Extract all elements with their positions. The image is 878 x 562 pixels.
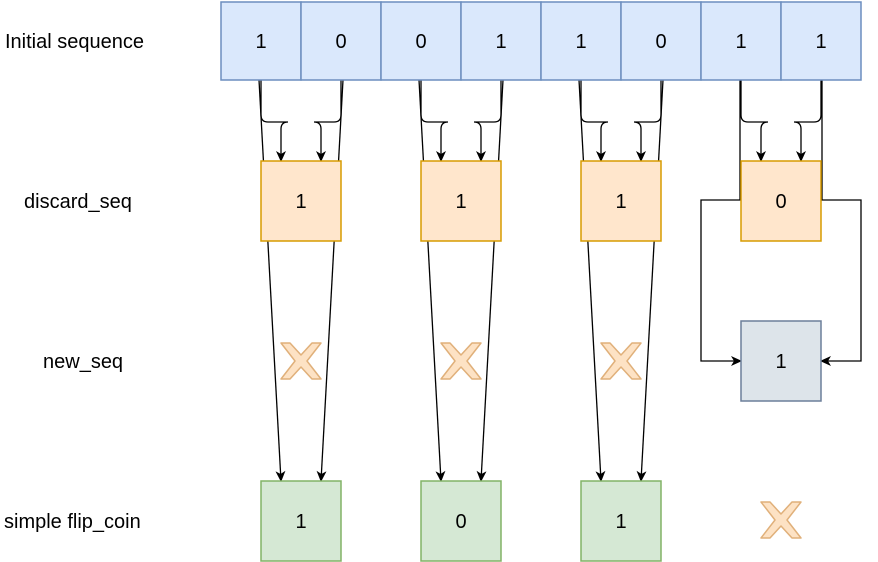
discard-seq-node: 1 bbox=[580, 160, 662, 242]
edge-to-flip-coin bbox=[418, 79, 446, 482]
new-seq-row: 1 bbox=[280, 320, 822, 402]
x-mark-icon bbox=[280, 342, 322, 380]
initial-sequence-row: 1 0 0 1 1 0 1 1 bbox=[220, 1, 862, 81]
edge-to-discard bbox=[633, 80, 662, 162]
edge-to-new-seq bbox=[700, 80, 742, 366]
initial-sequence-cell: 1 bbox=[780, 1, 862, 81]
simple-flip-coin-value: 1 bbox=[615, 511, 626, 533]
discard-seq-value: 1 bbox=[455, 191, 466, 213]
x-mark-icon bbox=[760, 501, 802, 539]
simple-flip-coin-node: 1 bbox=[580, 480, 662, 562]
edge-to-discard bbox=[313, 80, 342, 162]
x-mark-icon bbox=[600, 342, 642, 380]
initial-sequence-cell: 1 bbox=[220, 1, 302, 81]
discard-seq-value: 0 bbox=[775, 191, 786, 213]
initial-sequence-cell: 1 bbox=[460, 1, 542, 81]
x-mark-icon bbox=[440, 342, 482, 380]
new-seq-node: 1 bbox=[740, 320, 822, 402]
row-label-new-seq: new_seq bbox=[43, 351, 123, 373]
initial-sequence-value: 1 bbox=[815, 31, 826, 53]
initial-sequence-cell: 1 bbox=[540, 1, 622, 81]
discard-seq-box bbox=[580, 160, 662, 242]
simple-flip-coin-value: 0 bbox=[455, 511, 466, 533]
initial-sequence-value: 0 bbox=[335, 31, 346, 53]
simple-flip-coin-box bbox=[420, 480, 502, 562]
initial-sequence-cell: 0 bbox=[620, 1, 702, 81]
simple-flip-coin-box bbox=[580, 480, 662, 562]
edge-to-new-seq bbox=[820, 80, 862, 366]
simple-flip-coin-box bbox=[260, 480, 342, 562]
edge-to-flip-coin bbox=[636, 79, 664, 482]
discard-seq-box bbox=[740, 160, 822, 242]
discard-seq-box bbox=[260, 160, 342, 242]
initial-sequence-value: 1 bbox=[255, 31, 266, 53]
initial-sequence-cell-box bbox=[620, 1, 702, 81]
simple-flip-coin-row: 1 0 1 bbox=[260, 480, 802, 562]
simple-flip-coin-node: 1 bbox=[260, 480, 342, 562]
initial-sequence-cell: 0 bbox=[380, 1, 462, 81]
edge-to-discard bbox=[793, 80, 822, 162]
discard-seq-value: 1 bbox=[295, 191, 306, 213]
initial-sequence-cell-box bbox=[380, 1, 462, 81]
discard-seq-box bbox=[420, 160, 502, 242]
edge-to-discard bbox=[473, 80, 502, 162]
row-label-discard-seq: discard_seq bbox=[24, 191, 132, 213]
initial-sequence-value: 0 bbox=[655, 31, 666, 53]
discard-seq-node: 1 bbox=[420, 160, 502, 242]
initial-sequence-value: 0 bbox=[415, 31, 426, 53]
discard-seq-node: 0 bbox=[740, 160, 822, 242]
edge-to-flip-coin bbox=[258, 79, 286, 482]
edge-to-discard bbox=[260, 80, 289, 162]
initial-sequence-value: 1 bbox=[735, 31, 746, 53]
row-label-simple-flip-coin: simple flip_coin bbox=[4, 511, 141, 533]
discard-seq-value: 1 bbox=[615, 191, 626, 213]
initial-sequence-value: 1 bbox=[495, 31, 506, 53]
new-seq-value: 1 bbox=[775, 351, 786, 373]
initial-sequence-cell-box bbox=[700, 1, 782, 81]
initial-sequence-cell: 0 bbox=[300, 1, 382, 81]
edge-to-discard bbox=[580, 80, 609, 162]
new-seq-box bbox=[740, 320, 822, 402]
edge-to-discard bbox=[420, 80, 449, 162]
simple-flip-coin-node: 0 bbox=[420, 480, 502, 562]
discard-seq-node: 1 bbox=[260, 160, 342, 242]
initial-sequence-value: 1 bbox=[575, 31, 586, 53]
initial-sequence-cell-box bbox=[300, 1, 382, 81]
initial-sequence-cell-box bbox=[220, 1, 302, 81]
initial-sequence-cell-box bbox=[540, 1, 622, 81]
edge-to-flip-coin bbox=[316, 79, 344, 482]
edge-to-flip-coin bbox=[578, 79, 606, 482]
row-label-initial-sequence: Initial sequence bbox=[5, 31, 144, 53]
initial-sequence-cell-box bbox=[780, 1, 862, 81]
edges-layer bbox=[258, 79, 862, 482]
discard-seq-row: 1 1 1 0 bbox=[260, 160, 822, 242]
simple-flip-coin-value: 1 bbox=[295, 511, 306, 533]
edge-to-flip-coin bbox=[476, 79, 504, 482]
initial-sequence-cell: 1 bbox=[700, 1, 782, 81]
edge-to-discard bbox=[740, 80, 769, 162]
